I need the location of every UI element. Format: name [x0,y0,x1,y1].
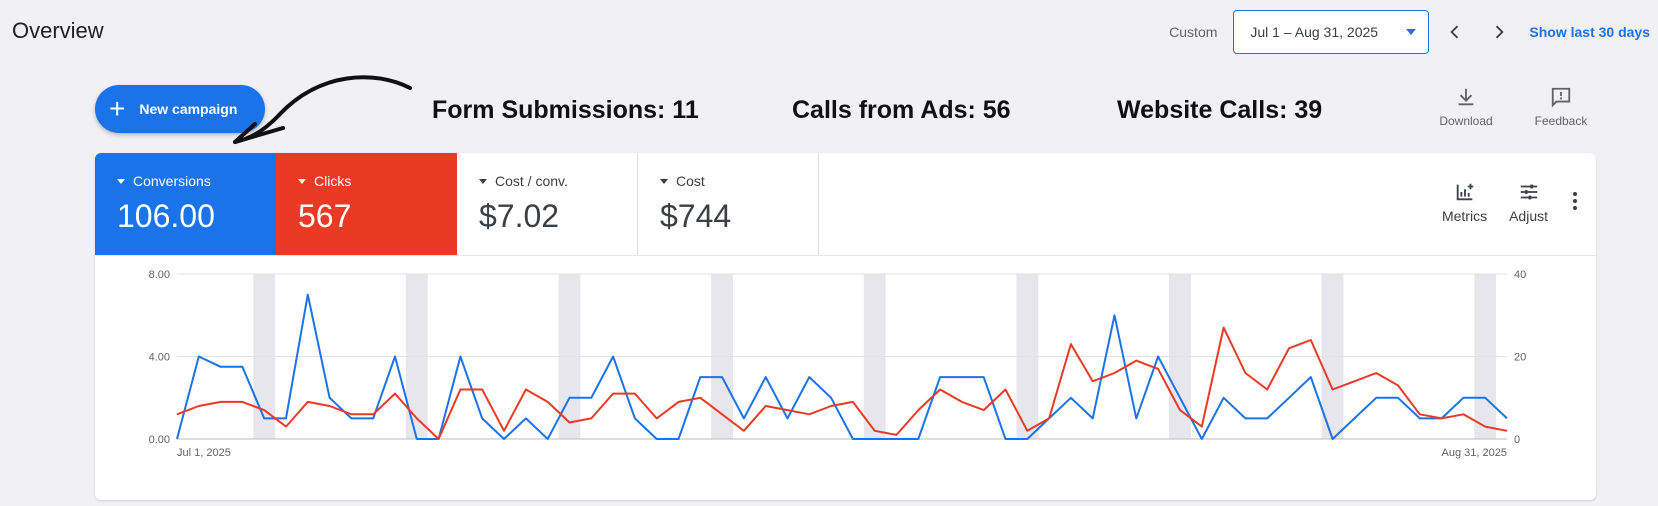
series-line-conversions [176,293,1508,440]
form-submissions-stat: Form Submissions: 11 [432,96,699,124]
tile-label: Conversions [133,173,211,189]
metrics-button[interactable]: Metrics [1442,181,1487,224]
feedback-icon [1551,87,1571,108]
tile-conversions[interactable]: Conversions 106.00 [95,153,276,255]
download-label: Download [1439,114,1493,128]
new-campaign-button[interactable]: + New campaign [95,85,265,133]
tile-cost[interactable]: Cost $744 [638,153,819,255]
metrics-label: Metrics [1441,208,1488,224]
caret-down-icon [660,178,668,184]
chevron-left-icon [1450,25,1459,39]
tile-value: 567 [298,198,352,234]
download-icon [1458,88,1474,106]
chart-add-icon [1456,183,1473,201]
more-vert-icon [1573,192,1577,210]
tile-value: $7.02 [479,198,560,234]
metric-tiles: Conversions 106.00 Clicks 567 Cost / con… [95,153,819,255]
card-toolbar: Metrics Adjust [1420,181,1578,224]
divider [95,255,1596,256]
calls-from-ads-stat: Calls from Ads: 56 [792,96,1011,124]
tile-label: Cost / conv. [495,173,568,189]
x-axis-start-label: Jul 1, 2025 [177,447,231,459]
performance-card: Conversions 106.00 Clicks 567 Cost / con… [95,153,1596,500]
adjust-label: Adjust [1509,208,1548,224]
adjust-button[interactable]: Adjust [1509,181,1548,224]
next-period-button[interactable] [1481,14,1517,50]
right-axis-tick: 40 [1514,269,1526,281]
tile-label: Cost [676,173,705,189]
chevron-right-icon [1496,25,1505,39]
caret-down-icon [117,178,125,184]
website-calls-stat: Website Calls: 39 [1117,96,1323,124]
caret-down-icon [298,178,306,184]
show-last-30-days-link[interactable]: Show last 30 days [1529,24,1650,40]
date-range-picker[interactable]: Jul 1 – Aug 31, 2025 [1233,10,1430,54]
left-axis-tick: 0.00 [149,434,170,446]
new-campaign-label: New campaign [139,101,238,117]
hand-drawn-arrow-icon [233,75,412,144]
tile-value: 106.00 [117,198,215,234]
previous-period-button[interactable] [1437,14,1473,50]
more-options-button[interactable] [1572,191,1578,216]
caret-down-icon [1406,29,1417,35]
date-range-value: Jul 1 – Aug 31, 2025 [1250,24,1379,40]
plus-icon: + [109,93,126,124]
feedback-button[interactable]: Feedback [1526,86,1596,128]
caret-down-icon [479,178,487,184]
x-axis-end-label: Aug 31, 2025 [1442,447,1507,459]
performance-chart: 0.00 4.00 8.00 0 20 40 Jul 1, 2025 Aug 31, 2025 [149,269,1527,459]
tile-value: $744 [660,198,732,234]
tile-label: Clicks [314,173,352,189]
series-line-clicks [176,326,1508,440]
page-title: Overview [12,18,104,43]
right-axis-tick: 20 [1514,352,1526,364]
right-axis-tick: 0 [1514,434,1520,446]
date-controls: Custom Jul 1 – Aug 31, 2025 Show last 30… [1169,9,1658,55]
download-button[interactable]: Download [1431,86,1501,128]
left-axis-tick: 4.00 [149,352,170,364]
tile-clicks[interactable]: Clicks 567 [276,153,457,255]
left-axis-tick: 8.00 [149,269,170,281]
custom-label: Custom [1169,24,1218,40]
tile-cost-per-conversion[interactable]: Cost / conv. $7.02 [457,153,638,255]
feedback-label: Feedback [1534,114,1588,128]
tune-icon [1520,184,1537,200]
